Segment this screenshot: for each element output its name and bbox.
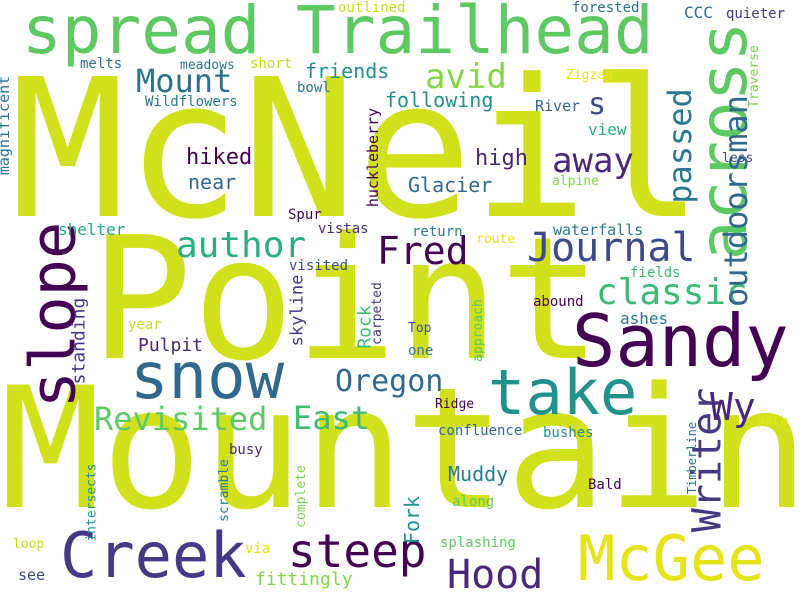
- word-away: away: [552, 141, 634, 181]
- word-avid: avid: [425, 57, 507, 97]
- word-classic: classic: [596, 272, 748, 313]
- word-oregon: Oregon: [335, 364, 444, 399]
- word-complete: complete: [293, 465, 309, 528]
- word-hood: Hood: [447, 552, 544, 598]
- word-magnificent: magnificent: [0, 75, 14, 176]
- word-vistas: vistas: [318, 221, 369, 237]
- word-fred: Fred: [377, 229, 469, 273]
- word-bald: Bald: [588, 477, 622, 493]
- word-via: via: [245, 541, 271, 557]
- word-mountain: Mountain: [0, 351, 800, 547]
- word-revisited: Revisited: [94, 400, 268, 438]
- word-forested: forested: [572, 0, 640, 16]
- word-point: Point: [90, 201, 602, 399]
- word-path: path: [757, 414, 789, 429]
- word-sandy: Sandy: [572, 299, 789, 383]
- word-see: see: [18, 566, 46, 584]
- word-ashes: ashes: [620, 309, 669, 328]
- word-visited: visited: [289, 258, 349, 274]
- word-passed: passed: [660, 88, 699, 204]
- word-river: River: [535, 97, 581, 115]
- word-approach: approach: [470, 299, 486, 362]
- word-meadows: meadows: [180, 58, 235, 73]
- word-hiked: hiked: [186, 145, 253, 170]
- word-busy: busy: [229, 442, 263, 458]
- word-abound: abound: [533, 294, 584, 310]
- word-bushes: bushes: [543, 425, 594, 441]
- word-traverse: Traverse: [746, 45, 762, 108]
- word-melts: melts: [80, 56, 123, 72]
- word-skyline: skyline: [287, 274, 308, 347]
- word-one: one: [408, 343, 434, 359]
- word-steep: steep: [288, 524, 427, 578]
- word-waterfalls: waterfalls: [553, 221, 644, 239]
- word-pulpit: Pulpit: [138, 335, 204, 356]
- word-scramble: scramble: [216, 459, 232, 522]
- word-huckleberry: huckleberry: [364, 107, 383, 208]
- word-view: view: [588, 120, 627, 139]
- word-zigzag: Zigzag: [566, 68, 613, 83]
- word-top: Top: [408, 321, 432, 336]
- word-high: high: [475, 146, 528, 171]
- word-ridge: Ridge: [435, 397, 475, 412]
- word-east: East: [293, 399, 371, 437]
- word-creek: Creek: [60, 519, 247, 592]
- word-snow: snow: [130, 340, 285, 414]
- word-glacier: Glacier: [408, 173, 493, 197]
- word-journal: Journal: [527, 225, 696, 271]
- word-standing: standing: [68, 297, 90, 385]
- word-loop: loop: [13, 537, 45, 552]
- word-less: less: [722, 151, 754, 166]
- word-fields: fields: [630, 265, 681, 281]
- word-outlined: outlined: [338, 0, 406, 16]
- word-spread: spread: [22, 0, 261, 69]
- word-along: along: [452, 494, 495, 510]
- word-following: following: [385, 88, 494, 112]
- word-intersects: intersects: [84, 463, 100, 542]
- word-ccc: CCC: [684, 3, 713, 22]
- word-carpeted: carpeted: [369, 282, 385, 345]
- word-fittingly: fittingly: [255, 569, 353, 590]
- word-muddy: Muddy: [448, 462, 509, 486]
- word-spur: Spur: [288, 207, 322, 223]
- word-author: author: [176, 225, 307, 266]
- word-short: short: [250, 56, 293, 72]
- word-friends: friends: [305, 59, 390, 83]
- word-mcneil: McNeil: [10, 39, 704, 262]
- word-s: s: [588, 87, 607, 122]
- word-fork: Fork: [400, 495, 425, 545]
- word-return: return: [412, 224, 463, 240]
- word-take: take: [488, 356, 638, 429]
- word-year: year: [128, 317, 162, 333]
- word-near: near: [188, 170, 237, 194]
- word-splashing: splashing: [440, 535, 516, 551]
- word-route: route: [476, 232, 516, 247]
- word-confluence: confluence: [438, 423, 523, 439]
- word-timberline: Timberline: [685, 421, 700, 495]
- word-alpine: alpine: [552, 174, 599, 189]
- word-wildflowers: Wildflowers: [145, 94, 238, 110]
- word-quieter: quieter: [726, 6, 786, 22]
- word-trailhead: Trailhead: [296, 0, 654, 69]
- word-outdoorsman: outdoorsman: [716, 95, 755, 307]
- word-bowl: bowl: [297, 80, 331, 96]
- word-mount: Mount: [136, 62, 233, 100]
- word-wy: Wy: [710, 385, 756, 429]
- word-mcgee: McGee: [578, 522, 765, 595]
- word-shelter: shelter: [58, 220, 126, 239]
